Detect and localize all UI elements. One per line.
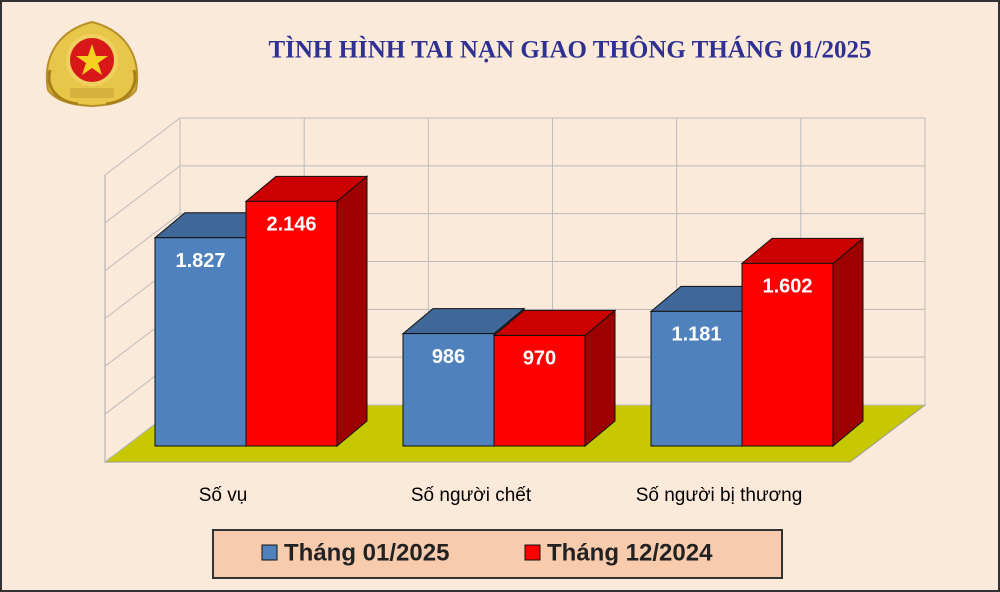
grid-line: [104, 117, 925, 176]
bar: [244, 175, 369, 448]
legend-box: [212, 529, 783, 579]
bar-side: [832, 237, 864, 448]
grid-line: [104, 213, 925, 272]
value-label: 970: [523, 348, 556, 370]
bar: [492, 309, 617, 448]
bar-front: [650, 310, 743, 447]
bar-front: [245, 200, 338, 447]
legend: Tháng 01/2025 Tháng 12/2024: [261, 539, 713, 566]
value-label: 1.827: [175, 250, 225, 272]
bar-front: [154, 237, 247, 447]
value-label: 1.602: [762, 276, 812, 298]
logo: [45, 20, 139, 108]
value-label: 1.181: [671, 324, 721, 346]
bar-front: [493, 334, 586, 447]
x-tick-label: Số vụ: [199, 485, 248, 506]
grid-line: [104, 165, 925, 224]
legend-swatch: [524, 544, 541, 561]
value-label: 986: [432, 346, 465, 368]
legend-label: Tháng 01/2025: [284, 539, 449, 566]
value-label: 2.146: [266, 214, 316, 236]
plot: Số vụ 1.827 2.146 Số người chết 986 970 Số ngư…: [103, 117, 927, 506]
x-tick-label: Số người bị thương: [636, 485, 803, 506]
bar: [740, 237, 865, 448]
x-tick-label: Số người chết: [411, 485, 532, 506]
legend-swatch: [261, 544, 278, 561]
chart-title: TÌNH HÌNH TAI NẠN GIAO THÔNG THÁNG 01/20…: [268, 35, 871, 64]
bar-side: [336, 175, 368, 448]
bar-front: [402, 333, 495, 447]
legend-label: Tháng 12/2024: [547, 539, 713, 566]
bar-front: [741, 262, 834, 447]
